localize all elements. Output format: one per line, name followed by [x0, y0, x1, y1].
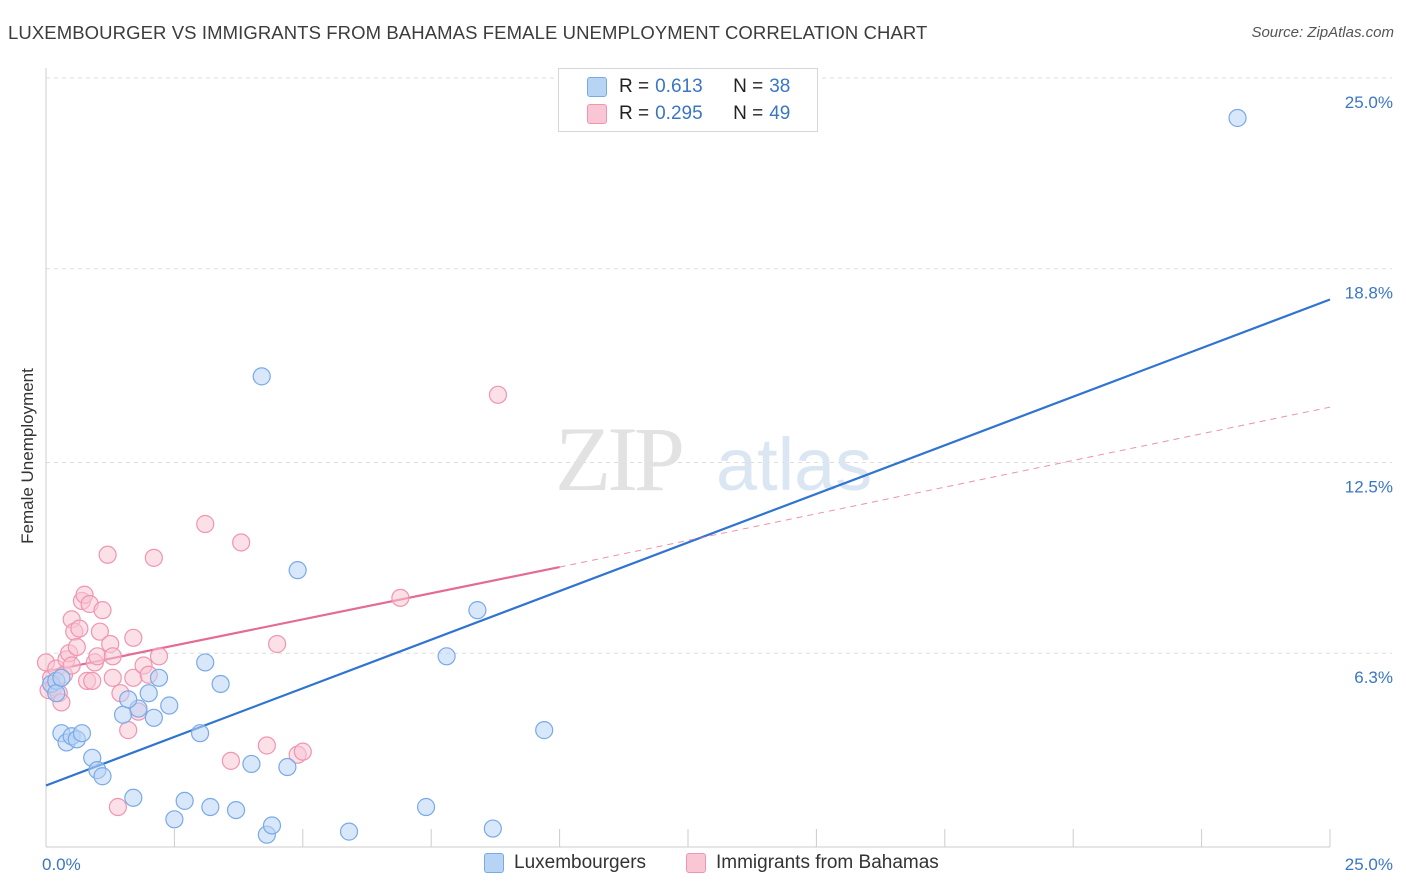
watermark-atlas: atlas [716, 423, 872, 506]
legend-r-label: R = [619, 103, 650, 124]
data-point-bahamas [67, 637, 86, 657]
legend-r-value: 0.295 [655, 103, 703, 124]
data-point-bahamas [103, 647, 122, 666]
y-tick-label: 18.8% [1345, 284, 1393, 303]
legend-item-luxembourgers[interactable]: Luxembourgers [484, 852, 646, 874]
legend-label-bahamas: Immigrants from Bahamas [716, 852, 939, 873]
data-point-luxembourgers [201, 797, 220, 817]
data-point-luxembourgers [288, 561, 307, 580]
data-point-bahamas [391, 588, 410, 607]
data-point-luxembourgers [252, 367, 271, 386]
data-point-luxembourgers [144, 708, 163, 727]
data-point-luxembourgers [139, 684, 158, 703]
data-point-luxembourgers [535, 721, 554, 740]
source-label: Source: ZipAtlas.com [1251, 24, 1394, 41]
y-tick-label: 6.3% [1354, 668, 1393, 687]
data-point-luxembourgers [160, 696, 179, 715]
data-point-luxembourgers [1228, 108, 1247, 128]
y-tick-label: 25.0% [1345, 93, 1393, 112]
data-point-luxembourgers [278, 757, 297, 777]
data-point-bahamas [232, 533, 251, 552]
data-point-luxembourgers [72, 724, 92, 743]
grid-lines [46, 77, 1392, 654]
data-point-luxembourgers [113, 705, 133, 724]
legend-swatch-pink [587, 104, 607, 124]
data-point-luxembourgers [47, 684, 66, 703]
data-point-luxembourgers [242, 754, 261, 774]
data-point-luxembourgers [149, 668, 169, 687]
trend-lines [45, 298, 1331, 787]
legend-r-value: 0.613 [655, 76, 703, 97]
data-point-luxembourgers [119, 690, 138, 709]
trend-line [45, 298, 1331, 787]
legend-swatch-blue [587, 77, 607, 97]
data-point-luxembourgers [124, 788, 143, 807]
data-point-bahamas [98, 545, 117, 564]
data-point-bahamas [62, 656, 81, 675]
data-point-luxembourgers [211, 674, 230, 694]
legend-row-luxembourgers: R = 0.613 N = 38 [587, 75, 839, 99]
legend-r-label: R = [619, 76, 650, 97]
data-point-bahamas [293, 742, 312, 761]
data-point-bahamas [70, 619, 89, 638]
data-point-bahamas [149, 647, 169, 666]
data-point-bahamas [93, 601, 112, 620]
axes [45, 68, 1331, 848]
data-point-bahamas [88, 647, 107, 666]
data-point-luxembourgers [190, 724, 210, 743]
data-point-luxembourgers [93, 767, 112, 786]
data-point-luxembourgers [416, 797, 436, 817]
data-point-bahamas [124, 628, 143, 647]
watermark-zip: ZIP [555, 408, 682, 510]
legend-n-label: N = [733, 76, 764, 97]
y-tick-label: 12.5% [1345, 478, 1393, 497]
data-point-luxembourgers [339, 822, 359, 841]
data-point-bahamas [257, 736, 276, 755]
legend-n-value: 38 [769, 76, 791, 97]
x-tick-label-max: 25.0% [1345, 855, 1393, 874]
chart-title: LUXEMBOURGER VS IMMIGRANTS FROM BAHAMAS … [8, 22, 928, 43]
data-point-bahamas [268, 634, 287, 654]
data-point-bahamas [196, 514, 215, 534]
x-tick-label-min: 0.0% [42, 855, 81, 874]
data-point-luxembourgers [226, 800, 246, 820]
data-point-luxembourgers [262, 816, 282, 835]
data-point-luxembourgers [483, 819, 502, 838]
data-point-luxembourgers [52, 668, 71, 687]
data-point-bahamas [488, 385, 508, 404]
data-point-bahamas [221, 751, 240, 770]
data-point-luxembourgers [468, 601, 487, 620]
data-point-bahamas [144, 548, 163, 567]
watermark: ZIP atlas [555, 408, 872, 510]
legend-n-label: N = [733, 103, 764, 124]
series-legend: Luxembourgers Immigrants from Bahamas [0, 852, 1406, 878]
trend-line [45, 566, 560, 673]
data-point-bahamas [108, 797, 128, 817]
data-point-luxembourgers [196, 653, 215, 672]
legend-swatch-blue [484, 853, 504, 873]
legend-item-bahamas[interactable]: Immigrants from Bahamas [686, 852, 939, 874]
data-point-luxembourgers [165, 810, 184, 829]
legend-label-luxembourgers: Luxembourgers [514, 852, 647, 873]
data-point-bahamas [103, 668, 122, 687]
data-point-bahamas [83, 671, 102, 690]
legend-n-value: 49 [769, 103, 791, 124]
y-axis-label: Female Unemployment [18, 368, 37, 544]
legend-row-bahamas: R = 0.295 N = 49 [587, 102, 839, 126]
data-point-luxembourgers [437, 647, 456, 666]
data-point-luxembourgers [175, 791, 194, 810]
data-point-bahamas [119, 721, 138, 740]
tick-labels: 6.3% 12.5% 18.8% 25.0% 0.0% 25.0% [42, 93, 1393, 874]
correlation-legend: R = 0.613 N = 38 R = 0.295 N = 49 [558, 68, 818, 132]
series-bahamas-points [36, 385, 508, 817]
data-point-bahamas [90, 622, 110, 641]
series-luxembourgers-points [42, 108, 1247, 844]
legend-swatch-pink [686, 853, 706, 873]
